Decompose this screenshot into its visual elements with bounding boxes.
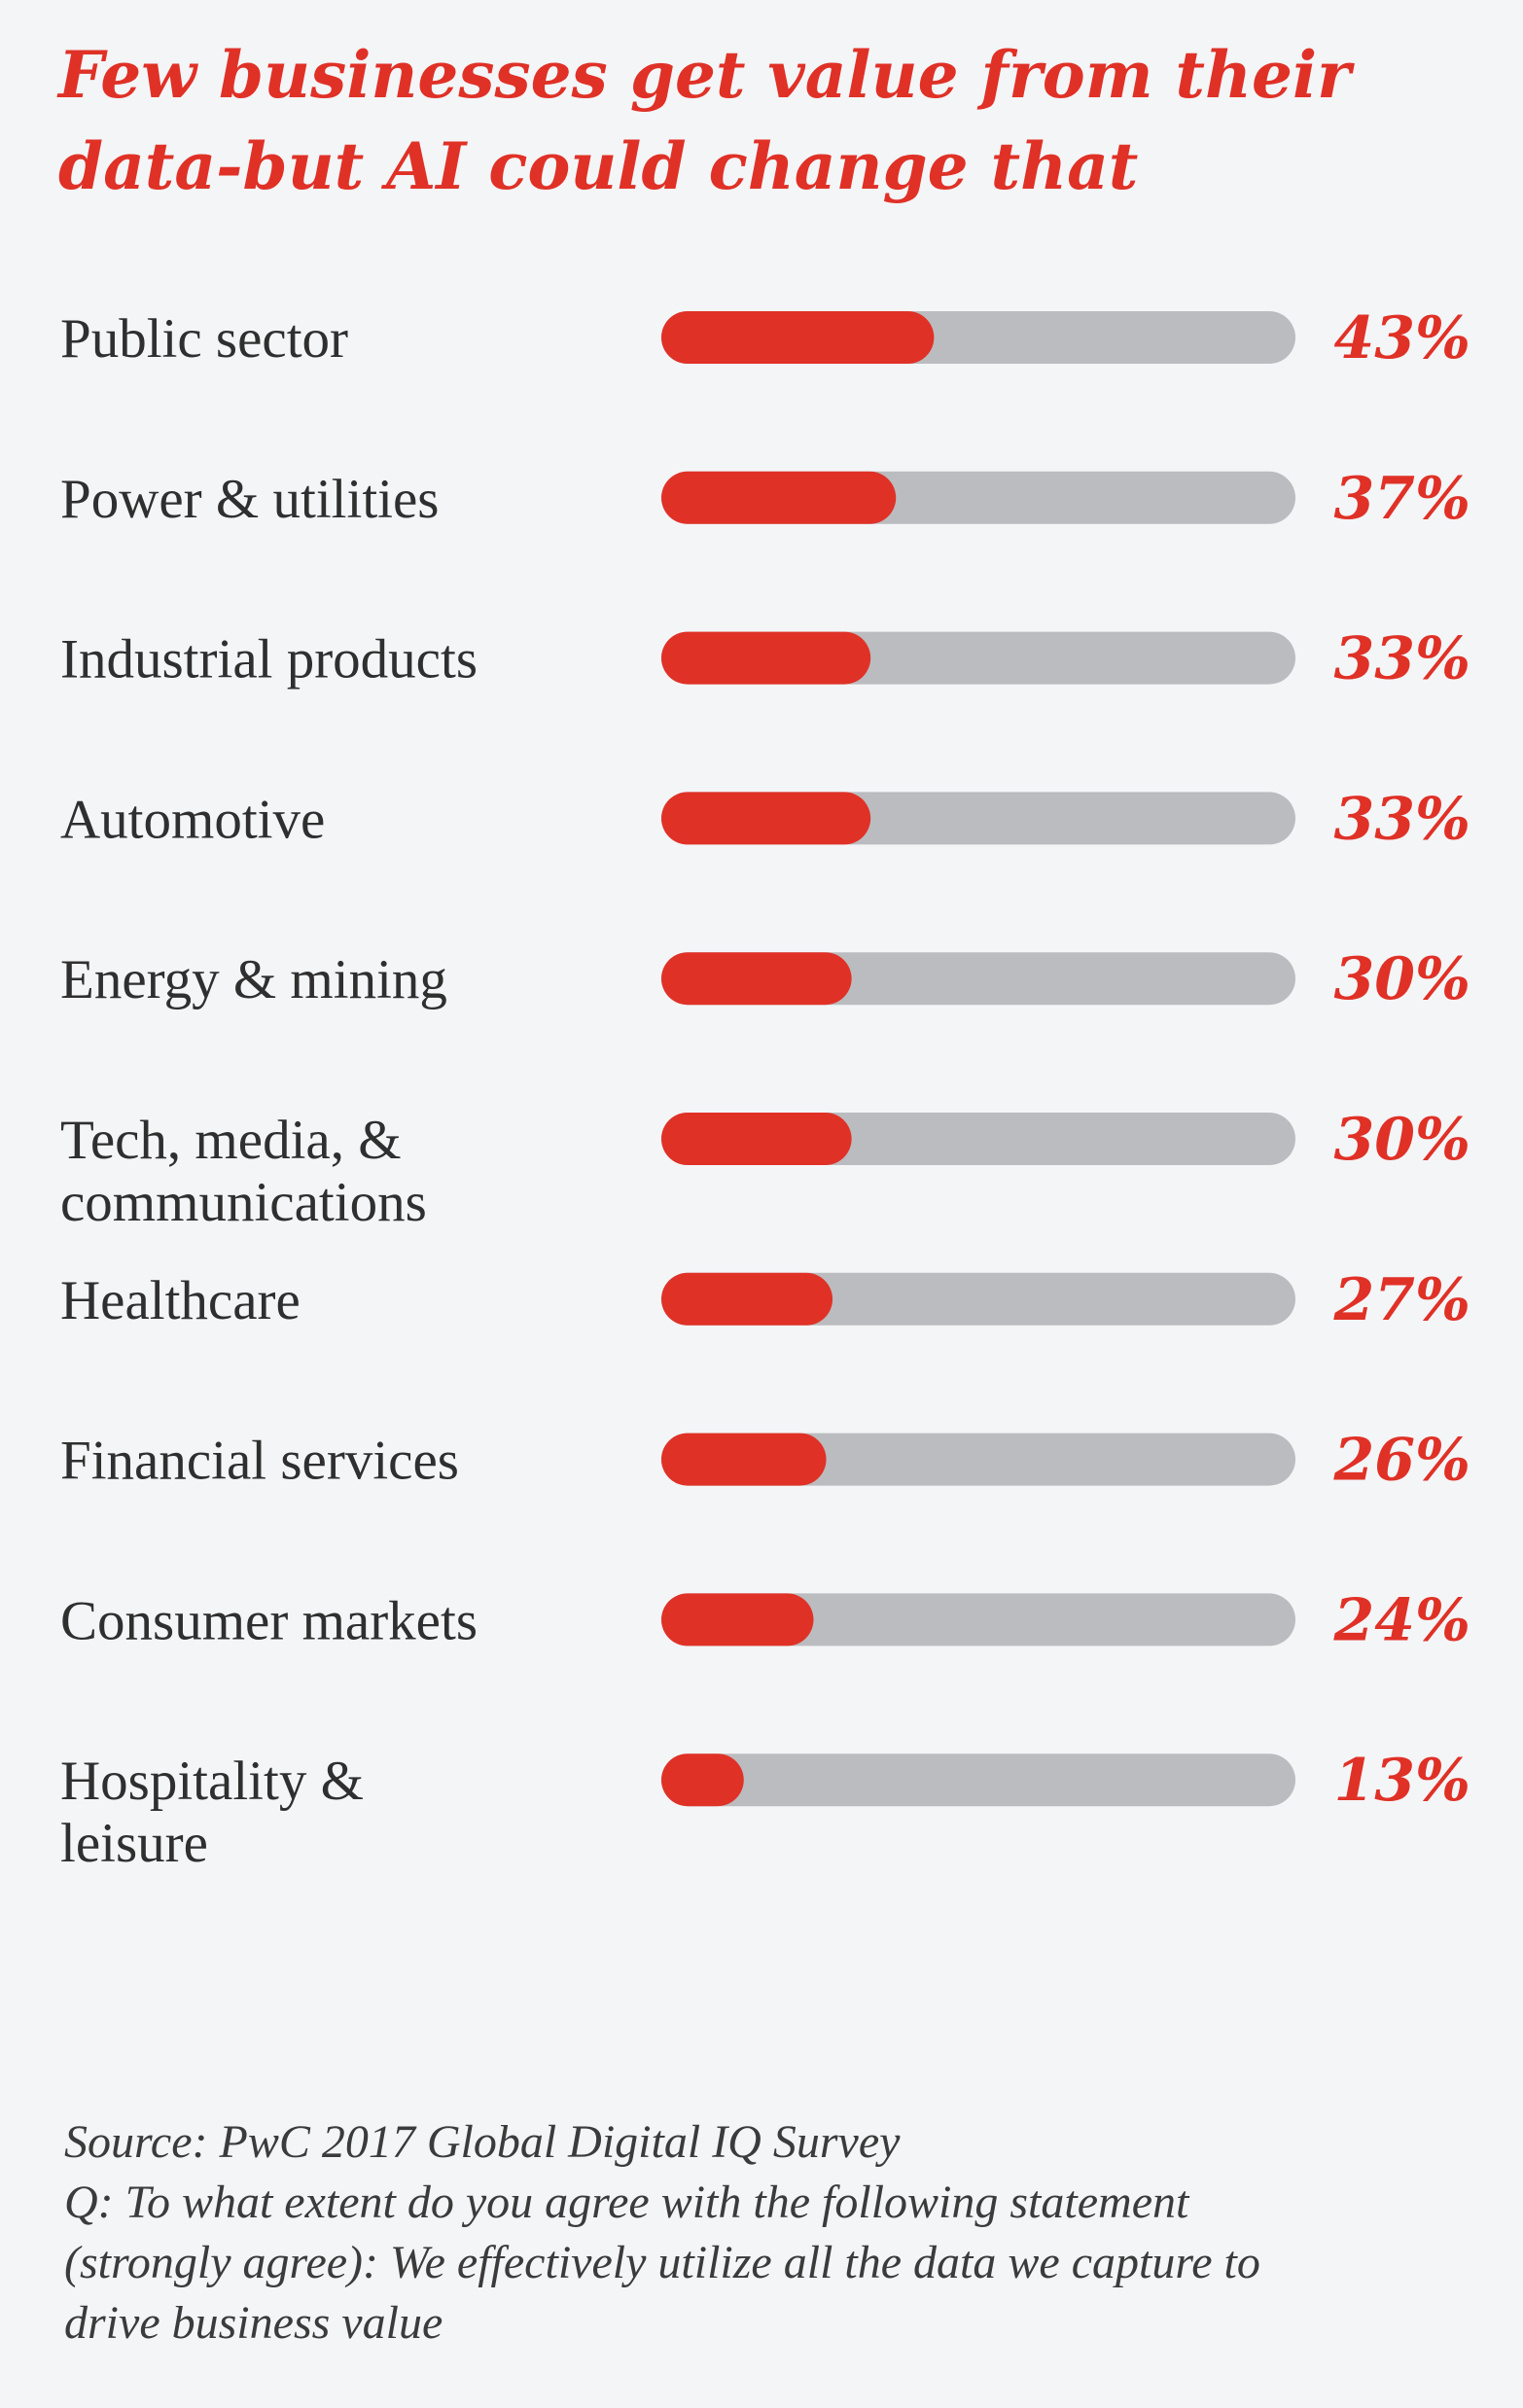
bar [661, 311, 935, 364]
category-label: Tech, media, & communications [60, 1110, 427, 1233]
bar [661, 1753, 744, 1807]
bar-track [661, 1593, 1295, 1647]
category-label: Hospitality & leisure [60, 1751, 364, 1874]
bar [661, 1113, 852, 1165]
value-label: 43% [1333, 304, 1470, 372]
value-label: 26% [1332, 1427, 1470, 1495]
value-label: 33% [1333, 785, 1470, 853]
category-label: Financial services [60, 1431, 459, 1492]
value-label: 13% [1333, 1747, 1470, 1815]
category-label: Automotive [60, 789, 325, 850]
category-label: Public sector [60, 308, 348, 370]
category-label: Healthcare [60, 1270, 301, 1331]
bar [661, 1593, 814, 1647]
bar [661, 792, 871, 845]
category-label: Consumer markets [60, 1590, 478, 1651]
value-label: 30% [1333, 945, 1470, 1013]
bar [661, 1272, 833, 1326]
question-line-3: drive business value [64, 2297, 443, 2349]
source-note: Source: PwC 2017 Global Digital IQ Surve… [64, 2112, 1465, 2354]
question-line-2: (strongly agree): We effectively utilize… [64, 2237, 1260, 2288]
chart-title: Few businesses get value from their data… [58, 37, 1351, 204]
value-label: 30% [1333, 1106, 1470, 1174]
bar [661, 952, 852, 1006]
question-line-1: Q: To what extent do you agree with the … [64, 2177, 1189, 2228]
value-label: 37% [1333, 465, 1470, 533]
category-label: Power & utilities [60, 469, 439, 530]
source-line: Source: PwC 2017 Global Digital IQ Surve… [64, 2116, 901, 2168]
category-label: Industrial products [60, 629, 478, 691]
bar [661, 1433, 827, 1486]
bar-track [661, 1753, 1295, 1807]
value-label: 24% [1332, 1586, 1470, 1654]
value-label: 33% [1333, 625, 1470, 693]
bar [661, 471, 897, 524]
category-label: Energy & mining [60, 949, 447, 1010]
value-label: 27% [1332, 1266, 1470, 1334]
bar [661, 631, 871, 685]
